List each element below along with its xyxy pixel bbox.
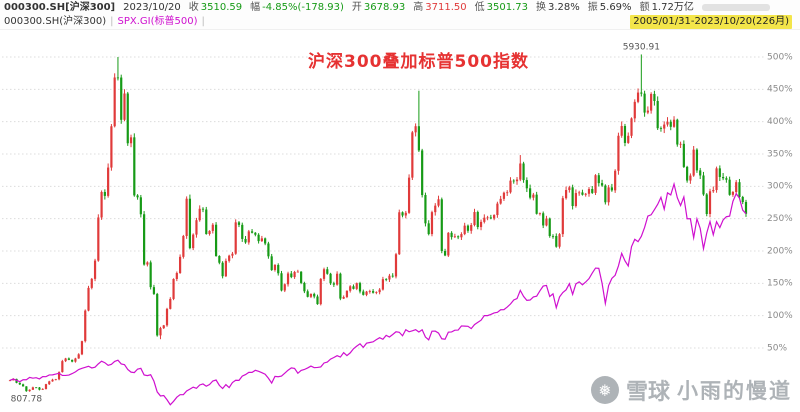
header-extra-indicator (701, 4, 770, 11)
quote-field: 高 3711.50 (413, 2, 467, 13)
series-separator: | (110, 16, 114, 27)
snowball-icon: ❅ (590, 376, 619, 404)
quote-header-row1: 000300.SH[沪深300] 2023/10/20 收 3510.59 幅 -4.… (0, 0, 800, 15)
watermark-brand: 雪球 (625, 380, 670, 405)
chart-overlay-title: 沪深300叠加标普500指数 (308, 52, 529, 72)
quote-field: 振 5.69% (587, 2, 632, 13)
quote-fields: 收 3510.59 幅 -4.85%(-178.93) 开 3678.93 高 3711.50… (189, 0, 702, 15)
quote-header-row2: 000300.SH(沪深300) | SPX.GI(标普500) | 2005/… (0, 15, 800, 30)
watermark: ❅ 雪球 小雨的慢道 (590, 374, 792, 406)
symbol-label[interactable]: 000300.SH[沪深300] (4, 2, 116, 13)
quote-field: 幅 -4.85%(-178.93) (250, 2, 344, 13)
quote-field: 换 3.28% (536, 2, 580, 13)
quote-date: 2023/10/20 (123, 2, 181, 13)
kline-chart-canvas[interactable] (0, 29, 800, 412)
quote-field: 开 3678.93 (351, 2, 406, 13)
quote-field: 额 1.72万亿 (639, 2, 694, 13)
series-separator: | (201, 16, 205, 27)
watermark-author: 小雨的慢道 (677, 379, 792, 403)
date-range-badge[interactable]: 2005/01/31-2023/10/20(226月) (630, 15, 792, 29)
kline-chart-area[interactable] (0, 29, 800, 412)
series-toggle-spx[interactable]: SPX.GI(标普500) (117, 16, 198, 27)
quote-field: 收 3510.59 (188, 2, 243, 13)
quote-field: 低 3501.73 (474, 2, 528, 13)
quote-header: 000300.SH[沪深300] 2023/10/20 收 3510.59 幅 -4.… (0, 0, 800, 30)
series-toggle-csi300[interactable]: 000300.SH(沪深300) (4, 16, 107, 27)
